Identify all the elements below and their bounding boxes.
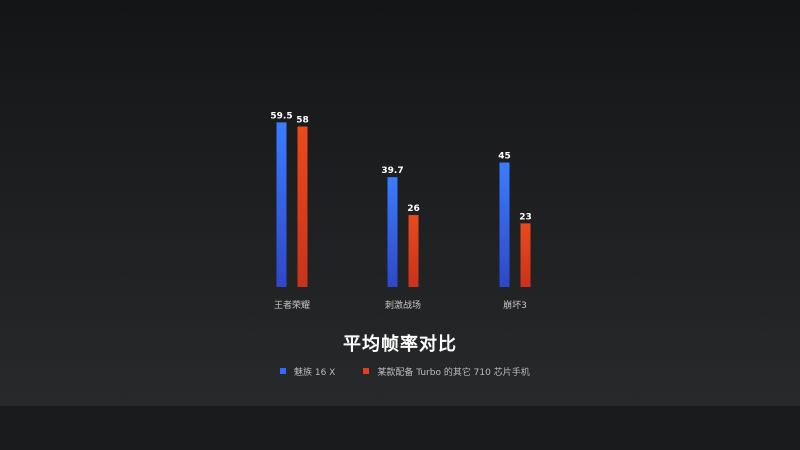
legend-item-series-2: 某款配备 Turbo 的其它 710 芯片手机 — [363, 365, 530, 378]
legend-swatch-series-2 — [363, 368, 370, 374]
legend-item-series-1: 魅族 16 X — [280, 365, 335, 378]
legend-label-series-1: 魅族 16 X — [294, 367, 336, 378]
category-label-2: 刺激战场 — [385, 299, 421, 311]
bar-series-1-2 — [387, 177, 398, 287]
bar-series-2-1 — [297, 126, 308, 288]
category-label-3: 崩坏3 — [503, 299, 527, 311]
bar-series-1-1 — [276, 122, 287, 287]
data-label-series-1-3: 45 — [498, 152, 511, 162]
data-label-series-2-2: 26 — [407, 204, 420, 214]
bar-series-2-3 — [520, 223, 531, 287]
data-label-series-1-2: 39.7 — [381, 166, 403, 176]
legend-label-series-2: 某款配备 Turbo 的其它 710 芯片手机 — [377, 367, 530, 378]
bottom-band — [0, 406, 800, 450]
data-label-series-2-1: 58 — [296, 116, 309, 126]
chart-title: 平均帧率对比 — [343, 334, 457, 355]
data-label-series-2-3: 23 — [519, 212, 532, 222]
bar-series-1-3 — [499, 162, 510, 287]
legend-swatch-series-1 — [280, 368, 286, 374]
category-label-1: 王者荣耀 — [274, 299, 310, 311]
legend: 魅族 16 X 某款配备 Turbo 的其它 710 芯片手机 — [280, 364, 530, 378]
bar-series-2-2 — [408, 215, 419, 287]
data-label-series-1-1: 59.5 — [270, 111, 292, 121]
